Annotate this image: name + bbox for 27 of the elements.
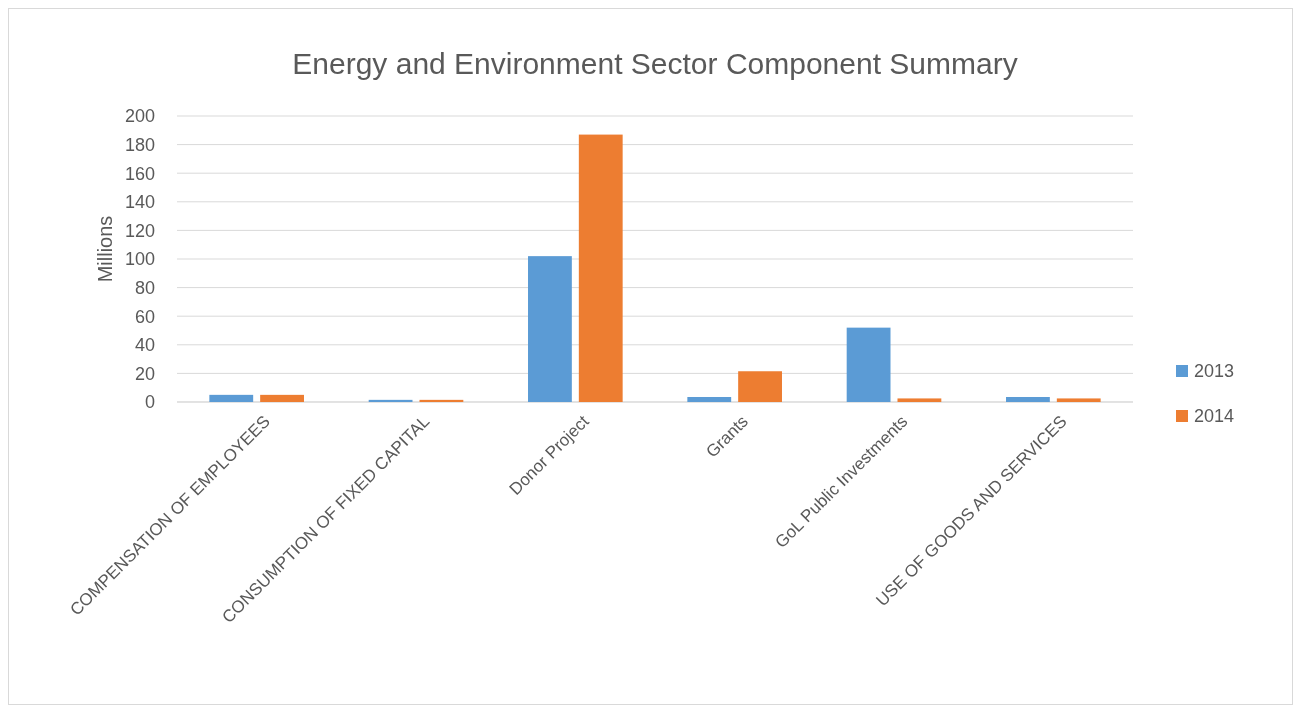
y-tick-label: 160 [124,163,155,184]
bar [419,399,464,402]
y-tick-label: 200 [124,106,155,127]
bar [578,134,623,402]
bar [1006,397,1050,402]
bar [1056,398,1101,402]
legend-label: 2013 [1194,361,1235,382]
bar [209,394,254,402]
bar [687,397,732,402]
bar [846,327,891,402]
bar [528,256,572,402]
y-tick-label: 0 [144,392,155,413]
bar [368,399,413,402]
y-axis-title: Millions [94,215,116,283]
bar [260,394,304,402]
y-tick-label: 120 [124,220,155,241]
y-tick-label: 140 [124,192,155,213]
y-tick-label: 180 [124,134,155,155]
bar [738,371,782,402]
y-tick-label: 60 [134,306,155,327]
legend-label: 2014 [1194,406,1235,427]
y-tick-label: 20 [134,363,155,384]
bar [897,398,942,402]
chart-title: Energy and Environment Sector Component Summary [292,47,1018,80]
y-tick-label: 40 [134,335,155,356]
y-tick-label: 80 [134,277,155,298]
y-tick-label: 100 [124,249,155,270]
